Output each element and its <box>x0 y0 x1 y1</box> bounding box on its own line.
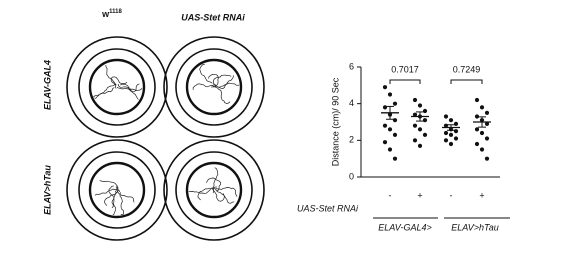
trajectory <box>188 167 238 204</box>
arena-ring <box>88 58 146 116</box>
arenas <box>66 36 265 241</box>
arena-ring <box>88 161 146 219</box>
trajectory <box>192 63 240 104</box>
data-point <box>412 123 418 128</box>
group-label: ELAV>hTau <box>451 222 498 232</box>
y-tick-label: 6 <box>349 61 354 71</box>
data-point <box>479 147 485 152</box>
data-point <box>387 127 393 132</box>
arena-ring <box>163 139 265 241</box>
data-point <box>443 138 449 143</box>
arena-ring <box>175 48 253 126</box>
data-point <box>387 147 393 152</box>
data-point <box>479 105 485 110</box>
arena-ring <box>66 139 168 241</box>
data-point <box>448 132 454 137</box>
data-point <box>412 97 418 103</box>
column-title: w1118 <box>101 9 122 20</box>
data-point <box>382 105 388 110</box>
data-point <box>484 156 490 161</box>
y-axis-label: Distance (cm)/ 90 Sec <box>330 77 340 166</box>
data-point <box>453 136 459 141</box>
data-point <box>417 143 423 148</box>
data-point <box>443 114 449 119</box>
arena-ring <box>66 36 168 138</box>
data-point <box>412 138 418 143</box>
arena-ring <box>175 151 253 229</box>
p-value: 0.7249 <box>453 64 481 74</box>
bracket <box>389 79 421 84</box>
data-point <box>453 121 459 126</box>
group-label: ELAV-GAL4> <box>378 222 431 232</box>
data-point <box>453 129 459 134</box>
data-point <box>392 118 398 123</box>
data-point <box>392 101 398 106</box>
data-point <box>392 132 398 137</box>
data-point <box>417 103 423 108</box>
data-point <box>474 97 480 103</box>
data-point <box>443 130 449 136</box>
data-point <box>392 156 398 161</box>
arena-ring <box>185 58 243 116</box>
y-tick-label: 0 <box>349 171 354 181</box>
bracket <box>450 79 483 84</box>
data-point <box>479 130 485 136</box>
x-tick-label: + <box>417 190 422 200</box>
data-point <box>382 85 388 90</box>
data-point <box>417 127 423 132</box>
x-tick-label: + <box>479 190 484 200</box>
y-tick-label: 4 <box>349 98 354 108</box>
data-point <box>382 123 388 128</box>
row-label: ELAV-GAL4 <box>42 60 52 110</box>
title-base: w <box>101 9 110 19</box>
row-label: ELAV>hTau <box>42 165 52 215</box>
data-point <box>448 141 454 147</box>
data-point <box>422 108 428 114</box>
title-sup: 1118 <box>109 9 122 15</box>
data-point <box>474 114 480 119</box>
data-point <box>422 132 428 137</box>
data-point <box>448 118 454 123</box>
x-tick-label: - <box>389 190 392 200</box>
arena-ring <box>78 151 156 229</box>
x-tick-label: - <box>450 190 453 200</box>
data-point <box>382 140 388 145</box>
x-row-label: UAS-Stet RNAi <box>297 203 359 213</box>
data-point <box>484 121 490 126</box>
arena-ring <box>78 48 156 126</box>
trajectory <box>93 64 143 100</box>
data-point <box>474 127 480 132</box>
data-point <box>387 92 393 97</box>
p-value: 0.7017 <box>391 64 419 74</box>
data-point <box>484 136 490 141</box>
column-title: UAS-Stet RNAi <box>181 12 245 22</box>
data-point <box>412 112 418 117</box>
y-tick-label: 2 <box>349 135 354 145</box>
data-point <box>474 141 480 147</box>
trajectory <box>94 180 135 216</box>
data-point <box>484 110 490 115</box>
data-point <box>422 118 428 123</box>
arena-ring <box>185 161 243 219</box>
arena-ring <box>163 36 265 138</box>
